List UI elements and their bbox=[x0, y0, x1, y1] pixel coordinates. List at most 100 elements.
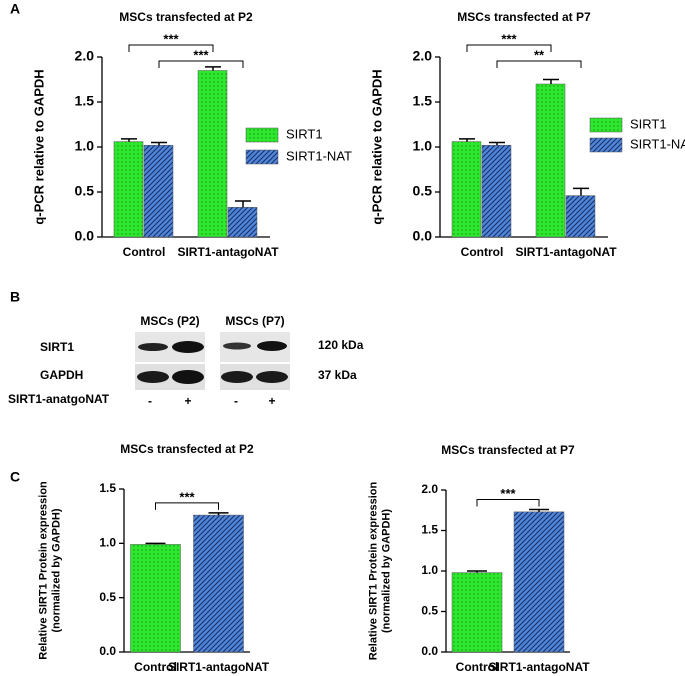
error-bar bbox=[467, 570, 487, 573]
y-axis-label: (normalized by GAPDH) bbox=[380, 509, 392, 633]
western-blot: MSCs (P2) MSCs (P7) SIRT1 GAPDH SIRT1-an… bbox=[8, 314, 364, 408]
x-tick-label: Control bbox=[456, 660, 499, 674]
error-bar bbox=[235, 200, 251, 208]
chart: MSCs transfected at P7 Relative SIRT1 Pro… bbox=[367, 443, 590, 674]
error-bar bbox=[489, 141, 505, 146]
significance-label: *** bbox=[163, 31, 179, 46]
error-bar bbox=[145, 542, 166, 545]
blot-row: SIRT1 bbox=[40, 340, 74, 354]
error-bar bbox=[529, 508, 549, 512]
chart: MSCs transfected at P7 q-PCR relative to … bbox=[369, 10, 685, 259]
bar bbox=[451, 141, 482, 238]
chart: MSCs transfected at P2 q-PCR relative to … bbox=[31, 10, 352, 259]
significance-bracket bbox=[128, 44, 214, 52]
y-tick-label: 0.0 bbox=[75, 228, 95, 244]
y-tick-label: 1.5 bbox=[99, 481, 116, 495]
y-tick-label: 0.5 bbox=[99, 590, 116, 604]
y-axis-label: q-PCR relative to GAPDH bbox=[369, 69, 384, 224]
bar bbox=[535, 83, 566, 238]
error-bar bbox=[459, 138, 475, 142]
significance-bracket bbox=[158, 60, 244, 68]
blot-column: MSCs (P7) bbox=[225, 314, 284, 328]
blot-row: SIRT1-anatgoNAT bbox=[8, 392, 110, 406]
blot-band bbox=[138, 343, 168, 351]
bar bbox=[193, 514, 244, 653]
legend-swatch bbox=[589, 137, 623, 153]
error-bar bbox=[573, 187, 589, 196]
y-axis-label: q-PCR relative to GAPDH bbox=[31, 69, 46, 224]
x-tick-label: SIRT1-antagoNAT bbox=[515, 245, 617, 259]
y-tick-label: 1.5 bbox=[421, 523, 438, 537]
y-tick-label: 0.0 bbox=[99, 644, 116, 658]
y-tick-label: 0.5 bbox=[421, 604, 438, 618]
y-tick-label: 1.0 bbox=[413, 138, 433, 154]
y-tick-label: 0.0 bbox=[421, 644, 438, 658]
y-tick-label: 0.0 bbox=[413, 228, 433, 244]
x-tick-label: SIRT1-antagoNAT bbox=[177, 245, 279, 259]
x-tick-label: Control bbox=[461, 245, 504, 259]
blot-band bbox=[221, 371, 253, 383]
x-tick-label: Control bbox=[134, 660, 177, 674]
x-tick-label: SIRT1-antagoNAT bbox=[168, 660, 270, 674]
bar bbox=[130, 544, 181, 653]
blot-band bbox=[172, 341, 204, 353]
significance-label: *** bbox=[179, 489, 195, 504]
error-bar bbox=[151, 141, 167, 146]
legend-swatch bbox=[245, 149, 279, 165]
chart-title: MSCs transfected at P2 bbox=[120, 442, 254, 456]
bar bbox=[197, 70, 228, 238]
y-tick-label: 0.5 bbox=[413, 183, 433, 199]
x-tick-label: Control bbox=[123, 245, 166, 259]
legend-swatch bbox=[589, 117, 623, 133]
y-tick-label: 1.0 bbox=[75, 138, 95, 154]
legend-label: SIRT1-NAT bbox=[630, 136, 685, 151]
blot-column: MSCs (P2) bbox=[140, 314, 199, 328]
legend-swatch bbox=[245, 127, 279, 143]
legend-label: SIRT1-NAT bbox=[286, 148, 352, 163]
lane-sign: - bbox=[234, 394, 238, 408]
significance-label: *** bbox=[501, 31, 517, 46]
blot-size: 37 kDa bbox=[318, 368, 357, 382]
chart-title: MSCs transfected at P2 bbox=[119, 10, 253, 24]
blot-band bbox=[172, 370, 204, 384]
blot-band bbox=[256, 371, 288, 383]
blot-band bbox=[137, 371, 169, 383]
panel-label: A bbox=[10, 1, 20, 17]
blot-row: GAPDH bbox=[40, 368, 83, 382]
error-bar bbox=[121, 138, 137, 142]
lane-sign: + bbox=[268, 394, 275, 408]
y-tick-label: 1.5 bbox=[413, 93, 433, 109]
lane-sign: + bbox=[184, 394, 191, 408]
y-tick-label: 2.0 bbox=[413, 48, 433, 64]
legend-label: SIRT1 bbox=[630, 116, 667, 131]
y-axis-label: Relative SIRT1 Protein expression bbox=[37, 481, 49, 660]
chart-title: MSCs transfected at P7 bbox=[441, 443, 575, 457]
blot-size: 120 kDa bbox=[318, 338, 364, 352]
blot-band bbox=[223, 342, 251, 350]
significance-label: ** bbox=[534, 47, 545, 62]
error-bar bbox=[543, 78, 559, 84]
significance-bracket bbox=[466, 44, 552, 52]
significance-label: *** bbox=[193, 47, 209, 62]
y-tick-label: 1.0 bbox=[421, 563, 438, 577]
lane-sign: - bbox=[148, 394, 152, 408]
chart: MSCs transfected at P2 Relative SIRT1 Pro… bbox=[37, 442, 269, 674]
bar bbox=[451, 572, 503, 653]
y-tick-label: 1.5 bbox=[75, 93, 95, 109]
legend-label: SIRT1 bbox=[286, 126, 323, 141]
y-axis-label: (normalized by GAPDH) bbox=[50, 508, 62, 632]
bar bbox=[113, 141, 144, 238]
bar bbox=[513, 511, 565, 653]
chart-title: MSCs transfected at P7 bbox=[457, 10, 591, 24]
panel-label: C bbox=[10, 469, 20, 485]
bar bbox=[565, 195, 596, 238]
blot-band bbox=[257, 341, 287, 351]
x-tick-label: SIRT1-antagoNAT bbox=[488, 660, 590, 674]
bar bbox=[143, 144, 174, 238]
significance-label: *** bbox=[500, 486, 516, 501]
significance-bracket bbox=[476, 498, 540, 507]
significance-bracket bbox=[155, 502, 219, 510]
panel-label: B bbox=[10, 289, 20, 305]
y-tick-label: 0.5 bbox=[75, 183, 95, 199]
